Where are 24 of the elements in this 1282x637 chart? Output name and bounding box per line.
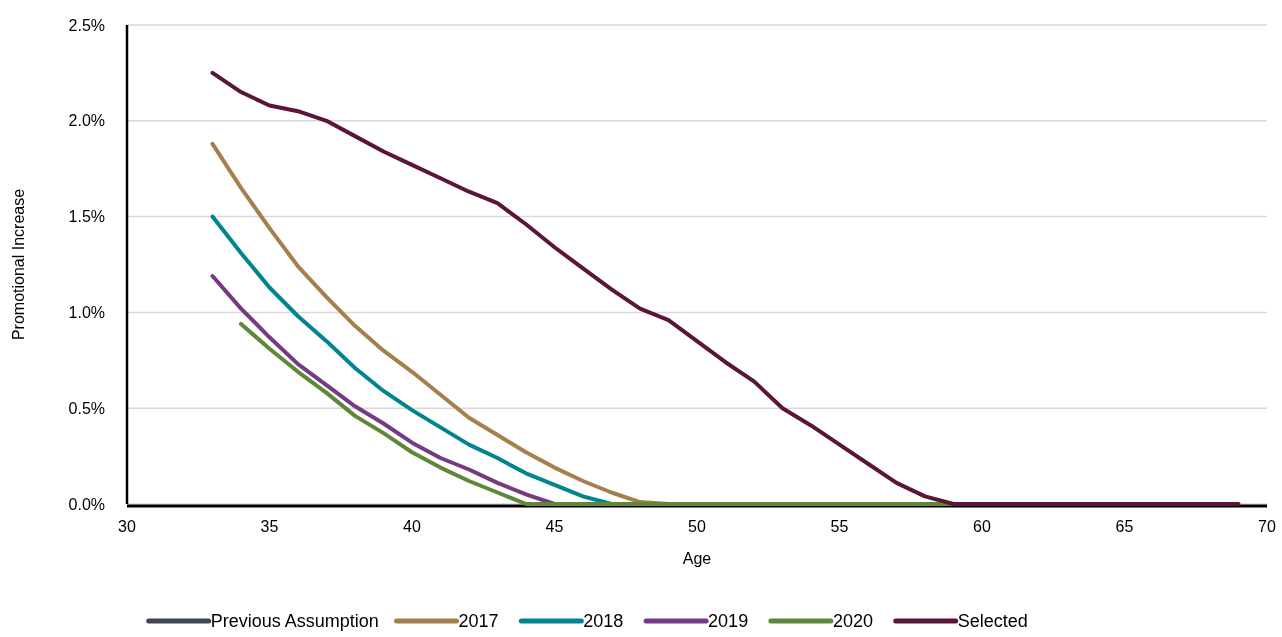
y-tick-label: 2.5%: [68, 16, 105, 34]
x-tick-label: 65: [1115, 518, 1134, 535]
legend-label: Selected: [957, 611, 1028, 631]
legend-label: 2019: [708, 611, 749, 631]
x-axis-title: Age: [682, 550, 712, 567]
y-tick-label: 1.5%: [68, 208, 105, 226]
y-tick-label: 1.0%: [68, 304, 105, 321]
x-tick-label: 35: [260, 518, 279, 535]
x-tick-label: 50: [688, 518, 706, 535]
x-tick-label: 30: [118, 518, 136, 535]
x-tick-label: 40: [403, 518, 421, 535]
legend-label: 2018: [583, 611, 624, 631]
line-series: [210, 70, 1241, 506]
legend-label: 2020: [832, 611, 873, 631]
legend-label: 2017: [458, 611, 499, 631]
y-axis-title: Promotional Increase: [10, 188, 27, 341]
x-tick-label: 45: [545, 518, 564, 535]
y-tick-label: 0.5%: [68, 399, 105, 417]
y-tick-label: 2.0%: [68, 112, 105, 130]
x-tick-label: 55: [830, 518, 849, 535]
x-tick-label: 60: [973, 518, 991, 535]
y-tick-label: 0.0%: [68, 495, 105, 513]
legend-label: Previous Assumption: [210, 611, 379, 631]
x-tick-label: 70: [1258, 518, 1276, 535]
